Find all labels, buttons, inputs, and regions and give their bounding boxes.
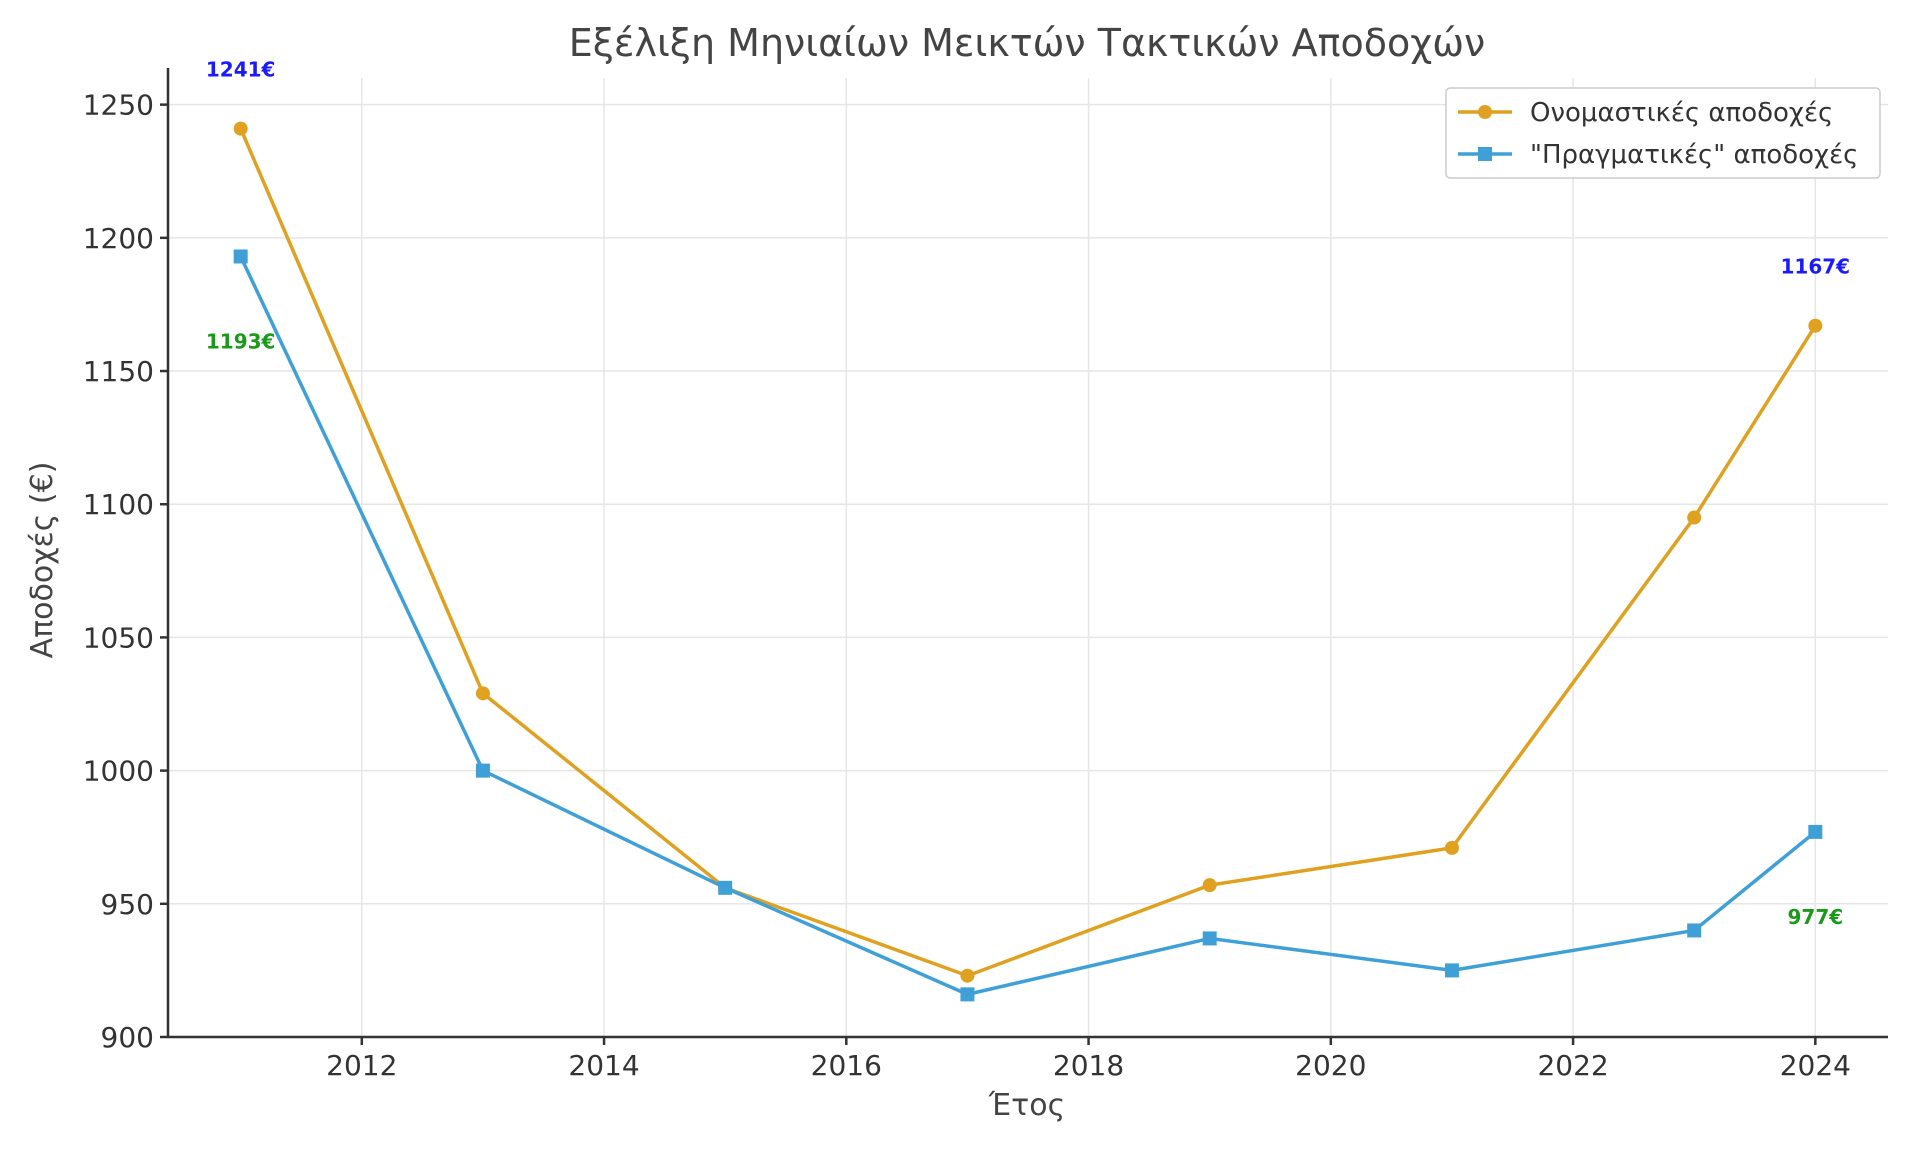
x-tick-label: 2024: [1780, 1049, 1851, 1082]
annotation-layer: 1241€ 1193€ 1167€ 977€: [206, 58, 1850, 929]
data-point: [1444, 963, 1459, 978]
data-point: [233, 249, 248, 264]
data-label: 977€: [1787, 905, 1843, 929]
data-point: [1687, 923, 1702, 938]
data-point: [1687, 510, 1702, 525]
legend-entry: Ονομαστικές αποδοχές: [1530, 98, 1833, 128]
legend-marker: [1478, 147, 1492, 161]
y-tick-label: 1000: [83, 755, 154, 788]
data-point: [475, 686, 490, 701]
axis-layer: 2012 2014 2016 2018 2020 2022 2024 900 950 1000 10…: [83, 68, 1888, 1082]
data-point: [960, 968, 975, 983]
y-tick-label: 1100: [83, 488, 154, 521]
data-label: 1193€: [206, 329, 276, 353]
x-tick-label: 2018: [1053, 1049, 1124, 1082]
y-tick-label: 1050: [83, 621, 154, 654]
series-line-2: [239, 255, 1817, 997]
y-tick-label: 1200: [83, 222, 154, 255]
data-point: [1202, 931, 1217, 946]
data-point: [1202, 878, 1217, 893]
x-tick-label: 2022: [1537, 1049, 1608, 1082]
x-tick-label: 2016: [811, 1049, 882, 1082]
legend-entry: "Πραγματικές" αποδοχές: [1530, 140, 1858, 170]
y-tick-label: 900: [101, 1021, 154, 1054]
x-tick-label: 2012: [326, 1049, 397, 1082]
y-tick-label: 1250: [83, 89, 154, 122]
data-point: [1808, 824, 1823, 839]
data-point: [1444, 840, 1459, 855]
series-line-1: [239, 127, 1817, 978]
x-axis-label: Έτος: [988, 1088, 1065, 1123]
x-tick-label: 2014: [568, 1049, 639, 1082]
legend-box: [1445, 87, 1881, 179]
data-label: 1167€: [1781, 255, 1851, 279]
y-axis-label: Αποδοχές (€): [25, 462, 60, 659]
legend-marker: [1478, 105, 1492, 119]
y-tick-label: 1150: [83, 355, 154, 388]
data-point: [233, 121, 248, 136]
series-layer: [233, 121, 1823, 1002]
y-tick-label: 950: [101, 888, 154, 921]
data-point: [475, 763, 490, 778]
legend: Ονομαστικές αποδοχές "Πραγματικές" αποδοχ…: [1445, 87, 1881, 179]
grid-layer: [168, 78, 1888, 1038]
data-point: [718, 880, 733, 895]
data-point: [1808, 318, 1823, 333]
chart-title: Εξέλιξη Μηνιαίων Μεικτών Τακτικών Αποδοχ…: [569, 21, 1486, 65]
x-tick-label: 2020: [1295, 1049, 1366, 1082]
data-point: [960, 987, 975, 1002]
data-label: 1241€: [206, 58, 276, 82]
